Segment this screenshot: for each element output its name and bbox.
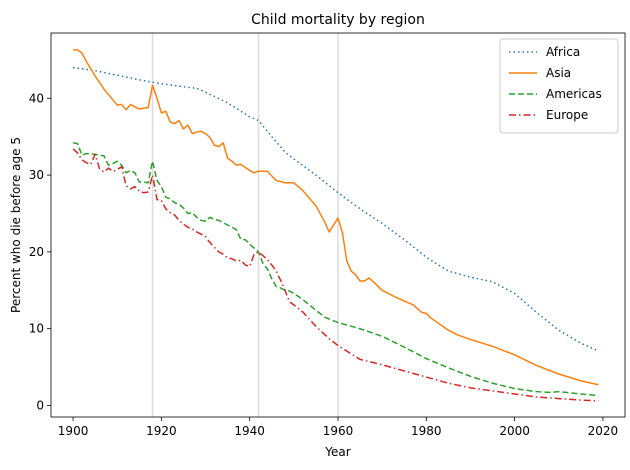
legend-label-africa: Africa [546,45,580,59]
y-tick-label: 20 [29,245,44,259]
series-line-africa [72,66,599,352]
x-tick-label: 1980 [411,424,442,438]
y-axis-label: Percent who die before age 5 [9,137,23,313]
legend-box [499,38,619,134]
legend: Africa Asia Americas Europe [499,38,619,134]
legend-label-americas: Americas [546,87,602,101]
x-tick-label: 1940 [234,424,265,438]
series-line-americas [72,142,599,397]
y-tick-label: 0 [36,398,44,412]
x-axis: 1900 1920 1940 1960 1980 2000 2020 [58,417,618,438]
y-tick-label: 40 [29,91,44,105]
series-line-asia [73,49,599,386]
reference-lines [151,33,339,417]
legend-label-europe: Europe [546,108,588,122]
series-line-europe [72,148,599,402]
y-axis: 0 10 20 30 40 [29,91,51,412]
x-tick-label: 2000 [499,424,530,438]
x-tick-label: 1900 [58,424,89,438]
chart-title: Child mortality by region [251,12,425,28]
legend-label-asia: Asia [546,66,571,80]
x-tick-label: 1920 [146,424,177,438]
y-tick-label: 10 [29,322,44,336]
series-layer [72,49,599,402]
y-tick-label: 30 [29,168,44,182]
x-tick-label: 2020 [588,424,619,438]
x-tick-label: 1960 [323,424,354,438]
x-axis-label: Year [324,445,350,459]
